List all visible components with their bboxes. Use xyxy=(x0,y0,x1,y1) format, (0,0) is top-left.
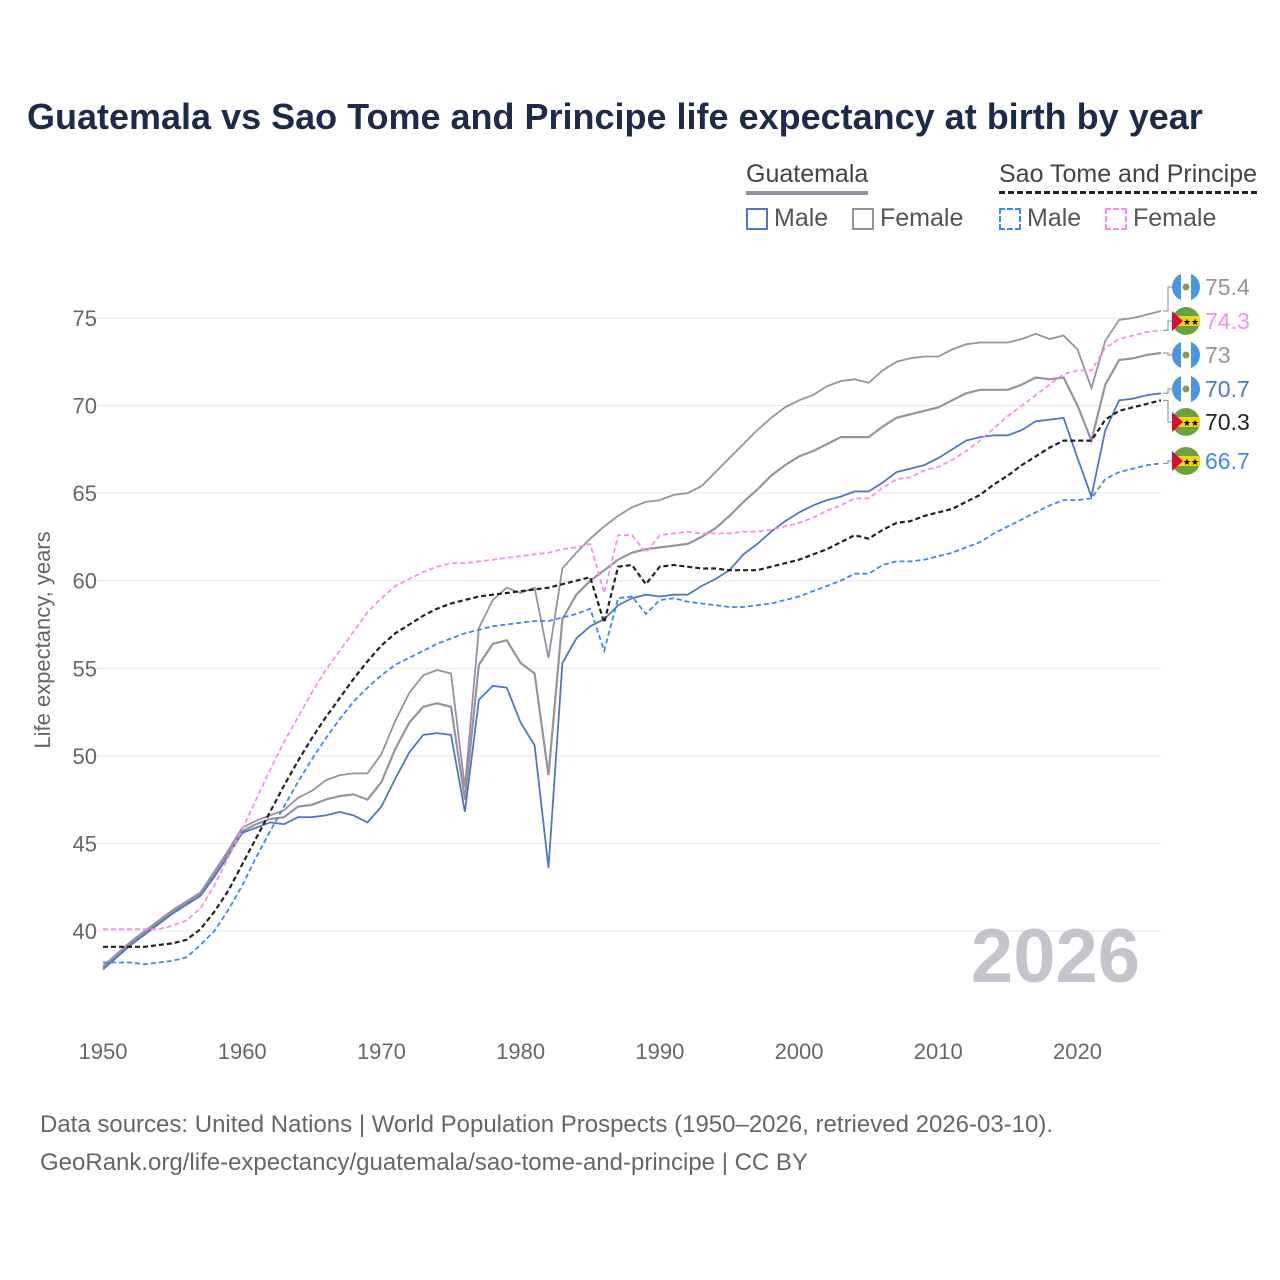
x-tick-label: 1960 xyxy=(218,1039,267,1064)
flag-stars: ★★ xyxy=(1183,418,1199,428)
legend-label: Male xyxy=(774,204,829,232)
source-note: Data sources: United Nations | World Pop… xyxy=(40,1106,1053,1182)
x-tick-label: 1950 xyxy=(79,1039,128,1064)
legend-item-guatemala-female[interactable]: Female xyxy=(852,204,963,233)
legend-group-title: Guatemala xyxy=(746,160,869,195)
x-tick-label: 1990 xyxy=(635,1039,684,1064)
flag-stripe xyxy=(1172,456,1200,466)
flag-emblem xyxy=(1182,351,1190,359)
legend-label: Female xyxy=(880,204,964,232)
y-tick-label: 50 xyxy=(73,744,97,769)
y-tick-label: 40 xyxy=(73,919,97,944)
end-value-label: 66.7 xyxy=(1205,448,1250,474)
series-line-gt-female xyxy=(102,310,1162,967)
series-line-gt-total xyxy=(102,351,1162,969)
sao-tome-flag-icon: ★★ xyxy=(1172,307,1200,335)
label-connector xyxy=(1163,352,1172,356)
legend-item-sao-tome-female[interactable]: Female xyxy=(1105,204,1216,233)
legend-swatch xyxy=(999,207,1021,230)
source-line-1: Data sources: United Nations | World Pop… xyxy=(40,1111,1054,1138)
legend-item-sao-tome-male[interactable]: Male xyxy=(999,204,1081,233)
legend-group-guatemala: Guatemala Male Female xyxy=(746,160,963,232)
x-tick-label: 1980 xyxy=(496,1039,545,1064)
label-connector xyxy=(1163,399,1172,423)
end-value-label: 73 xyxy=(1205,342,1231,368)
y-tick-label: 65 xyxy=(73,481,97,506)
legend-label: Male xyxy=(1027,204,1082,232)
y-tick-label: 75 xyxy=(73,306,97,331)
label-connector xyxy=(1163,460,1172,464)
x-tick-label: 1970 xyxy=(357,1039,406,1064)
series-line-st-male xyxy=(103,462,1162,966)
y-tick-label: 70 xyxy=(73,394,97,419)
y-axis-label: Life expectancy, years xyxy=(30,531,55,748)
y-tick-label: 60 xyxy=(73,569,97,594)
legend-item-guatemala-male[interactable]: Male xyxy=(746,204,828,233)
flag-emblem xyxy=(1182,283,1190,291)
x-tick-label: 2010 xyxy=(914,1039,963,1064)
legend-group-sao-tome: Sao Tome and Principe Male Female xyxy=(999,160,1258,232)
sao-tome-flag-icon: ★★ xyxy=(1172,408,1200,436)
end-value-label: 70.7 xyxy=(1205,376,1250,402)
x-tick-label: 2000 xyxy=(775,1039,824,1064)
label-connector xyxy=(1163,388,1172,394)
flag-triangle xyxy=(1172,311,1183,331)
legend-swatch xyxy=(852,207,874,230)
sao-tome-flag-icon: ★★ xyxy=(1172,447,1200,475)
source-line-2[interactable]: GeoRank.org/life-expectancy/guatemala/sa… xyxy=(40,1149,808,1176)
legend-label: Female xyxy=(1133,204,1217,232)
series-line-st-female xyxy=(103,329,1162,931)
guatemala-flag-icon xyxy=(1172,375,1200,403)
end-value-label: 75.4 xyxy=(1205,274,1250,300)
end-value-label: 70.3 xyxy=(1205,409,1250,435)
flag-triangle xyxy=(1172,412,1183,432)
chart-title: Guatemala vs Sao Tome and Principe life … xyxy=(27,96,1203,137)
label-connector xyxy=(1163,286,1172,312)
label-connector xyxy=(1163,320,1172,331)
flag-stripe xyxy=(1172,316,1200,326)
end-value-label: 74.3 xyxy=(1205,308,1250,334)
flag-emblem xyxy=(1182,385,1190,393)
legend-swatch xyxy=(1105,207,1127,230)
flag-stripe xyxy=(1172,417,1200,427)
guatemala-flag-icon xyxy=(1172,341,1200,369)
year-watermark: 2026 xyxy=(971,914,1140,999)
flag-stars: ★★ xyxy=(1183,457,1199,467)
guatemala-flag-icon xyxy=(1172,273,1200,301)
flag-triangle xyxy=(1172,451,1183,471)
series-line-st-total xyxy=(103,399,1162,948)
y-tick-label: 45 xyxy=(73,831,97,856)
x-tick-label: 2020 xyxy=(1053,1039,1102,1064)
y-tick-label: 55 xyxy=(73,656,97,681)
flag-stars: ★★ xyxy=(1183,317,1199,327)
legend-swatch xyxy=(746,207,768,230)
legend-group-title: Sao Tome and Principe xyxy=(999,160,1258,194)
